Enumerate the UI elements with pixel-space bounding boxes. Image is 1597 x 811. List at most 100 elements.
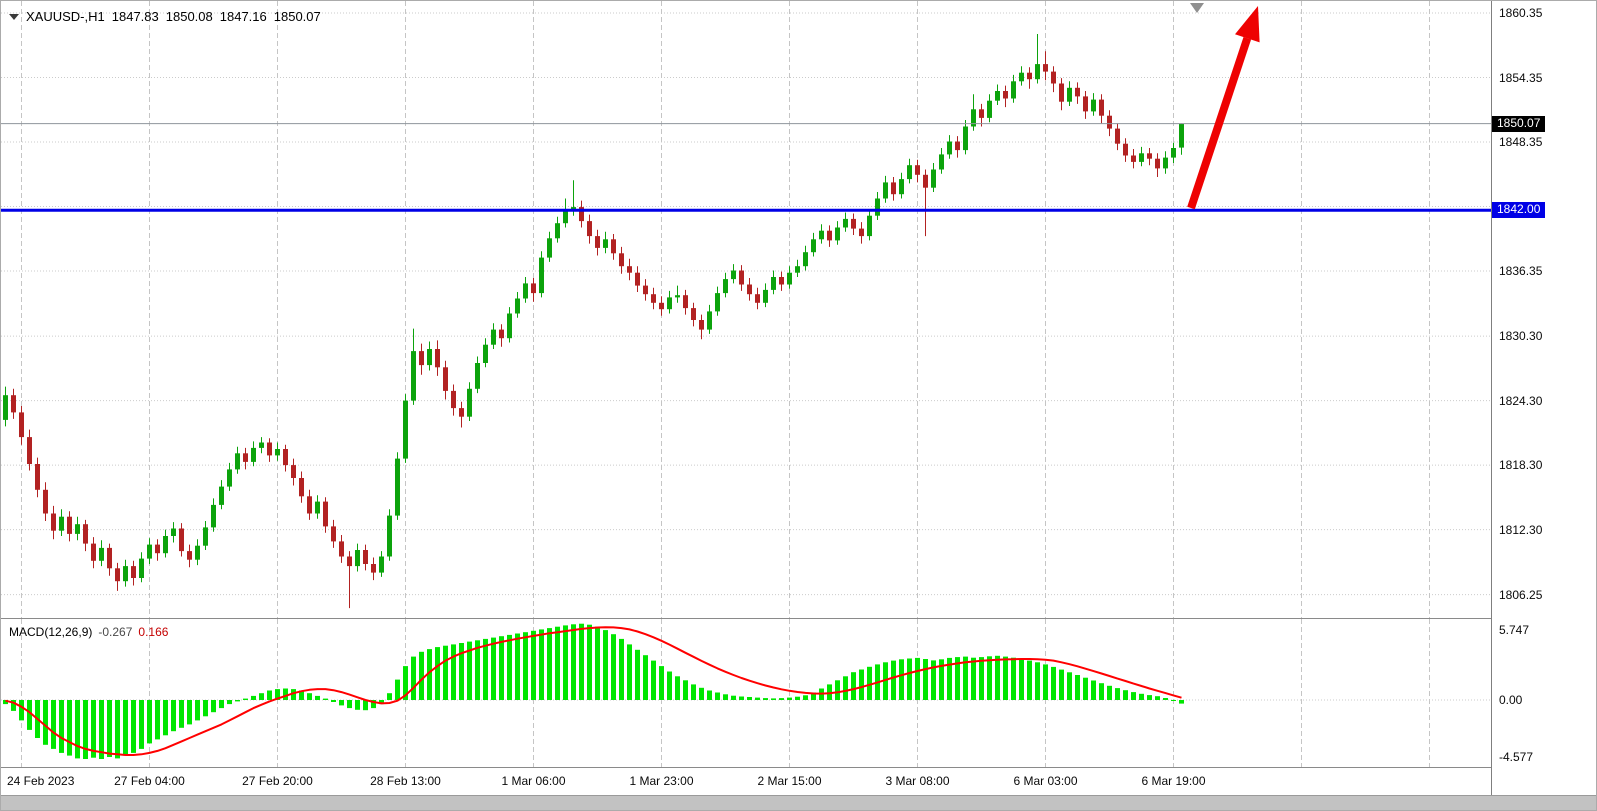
candle-body <box>1019 72 1024 82</box>
candle-body <box>219 486 224 505</box>
candle-body <box>107 547 112 569</box>
time-axis-label: 27 Feb 20:00 <box>242 774 313 788</box>
candle-body <box>611 239 616 254</box>
candle-body <box>331 526 336 542</box>
candle-body <box>643 285 648 295</box>
candle-body <box>531 283 536 294</box>
candle-body <box>83 524 88 544</box>
time-axis[interactable]: 24 Feb 2023 27 Feb 04:00 27 Feb 20:00 28 Fe… <box>1 768 1491 795</box>
candle-body <box>699 320 704 330</box>
candle-body <box>91 543 96 561</box>
price-chart-canvas[interactable] <box>1 1 1491 618</box>
candle-body <box>419 351 424 366</box>
panel-separator[interactable] <box>1 767 1491 768</box>
candle-body <box>755 294 760 303</box>
candle-body <box>683 295 688 309</box>
candle-body <box>915 165 920 175</box>
candle-body <box>427 349 432 366</box>
candle-body <box>1027 72 1032 80</box>
candle-body <box>259 442 264 448</box>
candle-body <box>275 449 280 456</box>
candle-body <box>931 169 936 188</box>
candle-body <box>299 478 304 497</box>
candle-body <box>883 182 888 199</box>
close-value: 1850.07 <box>273 9 321 24</box>
candle-body <box>1107 115 1112 129</box>
candle-body <box>963 126 968 151</box>
price-axis-label: 1806.25 <box>1499 587 1543 602</box>
candle-body <box>795 266 800 273</box>
candle-body <box>59 516 64 531</box>
grid-layer <box>1 1 1491 618</box>
candle-body <box>555 223 560 239</box>
price-axis-label: 1818.30 <box>1499 458 1543 473</box>
collapse-triangle-icon[interactable] <box>9 13 19 20</box>
candle-body <box>187 551 192 560</box>
macd-indicator-canvas[interactable] <box>1 619 1491 767</box>
macd-signal-line <box>5 626 1182 756</box>
candle-body <box>147 544 152 559</box>
candle-body <box>595 236 600 248</box>
candle-body <box>539 257 544 294</box>
panel-separator[interactable] <box>1 618 1491 619</box>
macd-title: MACD(12,26,9) <box>9 625 93 639</box>
candle-body <box>1091 99 1096 112</box>
candle-body <box>1123 143 1128 156</box>
candle-body <box>1083 96 1088 112</box>
candle-body <box>67 516 72 534</box>
candle-body <box>635 272 640 286</box>
candle-body <box>603 239 608 248</box>
candle-body <box>523 283 528 299</box>
buy-arrow[interactable] <box>1187 6 1260 210</box>
candle-body <box>723 279 728 294</box>
chart-ohlc-header: XAUUSD-,H1 1847.83 1850.08 1847.16 1850.… <box>9 9 321 24</box>
macd-header: MACD(12,26,9) -0.267 0.166 <box>9 625 168 639</box>
candle-body <box>235 453 240 470</box>
price-axis-label: 1830.30 <box>1499 329 1543 344</box>
candle-body <box>987 100 992 118</box>
time-axis-label: 1 Mar 23:00 <box>629 774 694 788</box>
candle-body <box>19 412 24 438</box>
candle-body <box>451 390 456 409</box>
price-axis-label: 1860.35 <box>1499 6 1543 20</box>
chart-shift-marker-icon[interactable] <box>1190 3 1204 13</box>
candle-body <box>619 253 624 267</box>
macd-axis-label: 0.00 <box>1499 693 1523 707</box>
candle-body <box>579 207 584 222</box>
candle-body <box>3 395 8 420</box>
candle-body <box>435 349 440 368</box>
candle-body <box>163 536 168 554</box>
horizontal-scrollbar[interactable] <box>1 795 1596 810</box>
price-axis-label: 1812.30 <box>1499 522 1543 537</box>
high-value: 1850.08 <box>165 9 213 24</box>
candle-body <box>627 266 632 273</box>
candle-body <box>1011 81 1016 99</box>
candle-body <box>1059 83 1064 102</box>
candle-body <box>1067 87 1072 102</box>
candle-body <box>491 329 496 345</box>
candle-body <box>819 230 824 240</box>
candle-body <box>1099 99 1104 116</box>
candle-body <box>363 550 368 564</box>
candle-body <box>955 141 960 151</box>
candle-body <box>947 141 952 155</box>
price-axis-label: 1824.30 <box>1499 393 1543 408</box>
candle-body <box>243 453 248 462</box>
candle-body <box>1043 64 1048 72</box>
price-axis-label: 1854.35 <box>1499 70 1543 85</box>
candle-body <box>395 458 400 516</box>
candle-body <box>35 464 40 490</box>
candle-body <box>115 568 120 582</box>
price-axis[interactable]: 1860.351854.351848.351842.351836.351830.… <box>1491 1 1596 795</box>
price-axis-label: 1836.35 <box>1499 264 1543 278</box>
candle-body <box>763 289 768 303</box>
candle-body <box>691 308 696 320</box>
candle-body <box>1139 153 1144 162</box>
time-axis-label: 24 Feb 2023 <box>7 774 75 788</box>
candle-body <box>659 302 664 310</box>
candle-body <box>27 437 32 464</box>
candle-body <box>339 541 344 557</box>
price-axis-label: 1848.35 <box>1499 135 1543 149</box>
candle-body <box>171 528 176 536</box>
candle-body <box>1075 87 1080 97</box>
